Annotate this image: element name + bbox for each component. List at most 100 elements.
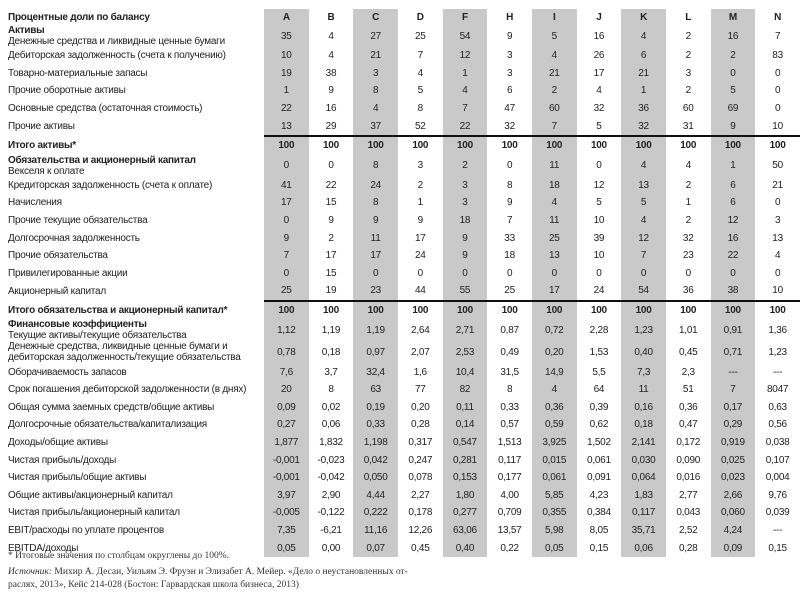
cell-f: 55: [442, 282, 488, 301]
cell-h: 6: [506, 85, 513, 97]
source-label: Источник:: [8, 567, 53, 577]
cell-b: 2,90: [321, 489, 341, 501]
cell-n: 7: [774, 30, 781, 42]
cell-k: 0,064: [621, 468, 666, 487]
cell-c: 0,042: [353, 451, 398, 469]
cell-b: 17: [325, 250, 337, 262]
row-label: Прочие текущие обязательства: [8, 215, 148, 227]
row-label: Общие активы/акционерный капитал: [8, 489, 173, 501]
cell-k: 0,18: [621, 416, 666, 434]
cell-l: 3: [685, 67, 692, 79]
cell-m: 2: [710, 47, 756, 65]
cell-h: 8: [506, 179, 513, 191]
cell-m: 6: [710, 176, 756, 195]
cell-i: 17: [531, 282, 577, 301]
cell-d: 100: [397, 299, 443, 320]
cell-f: 0,277: [442, 504, 488, 522]
cell-b: 3,7: [324, 366, 338, 378]
column-header-b: B: [327, 11, 335, 23]
table-row: Товарно-материальные запасы 19 38 3 4 1 3 21 17 2…: [0, 64, 800, 83]
cell-a: 1,877: [263, 433, 309, 452]
cell-j: 8,05: [589, 524, 609, 536]
cell-c: 0,19: [353, 398, 398, 417]
cell-i: 0,72: [531, 319, 577, 342]
table-row: Дебиторская задолженность (счета к получ…: [0, 47, 800, 65]
cell-h: 7: [506, 215, 513, 227]
column-header-h: H: [506, 11, 514, 23]
cell-j: 39: [593, 232, 605, 244]
cell-j: 4,23: [589, 489, 609, 501]
cell-a: 0: [263, 264, 309, 283]
cell-c: 23: [353, 282, 398, 301]
cell-f: 100: [442, 299, 488, 320]
cell-b: 8: [328, 384, 334, 396]
row-label: Прочие активы: [8, 121, 75, 133]
cell-l: 4: [685, 160, 692, 172]
cell-a: 35: [263, 25, 309, 47]
cell-b: -0,122: [317, 507, 345, 519]
cell-n: 13: [772, 232, 783, 244]
cell-i: 100: [531, 134, 577, 155]
cell-i: 5,98: [531, 521, 577, 540]
cell-h: 0: [506, 160, 513, 172]
cell-i: 25: [531, 229, 577, 247]
cell-f: 100: [442, 134, 488, 155]
cell-c: 0: [353, 264, 398, 283]
cell-k: 0,030: [621, 451, 666, 469]
cell-c: 4,44: [353, 486, 398, 505]
cell-j: 26: [593, 50, 605, 62]
cell-n: 0,63: [768, 401, 787, 413]
cell-h: 9: [506, 197, 513, 209]
cell-i: 5: [531, 25, 577, 47]
cell-k: 0: [621, 264, 666, 283]
row-label-text: Денежные средства, ликвидные ценные бума…: [8, 341, 228, 353]
row-label: Обязательства и акционерный капитал Вексе…: [0, 155, 264, 177]
cell-h: 32: [504, 120, 515, 132]
cell-b: 4: [328, 30, 334, 42]
cell-j: 0: [596, 267, 602, 279]
row-label: Долгосрочные обязательства/капитализация: [8, 419, 207, 431]
cell-c: 3: [353, 64, 398, 83]
cell-j: 4: [596, 85, 602, 97]
cell-m: 0,025: [710, 451, 756, 469]
cell-n: 3: [774, 215, 781, 227]
row-label: Чистая прибыль/доходы: [8, 454, 117, 466]
cell-b: 1,19: [321, 324, 341, 336]
cell-f: 63,06: [442, 521, 488, 540]
total-row: Итого обязательства и акционерный капита…: [0, 299, 800, 320]
cell-a: 22: [263, 99, 309, 118]
cell-n: 0: [774, 67, 781, 79]
row-label: Чистая прибыль/общие активы: [8, 472, 147, 484]
cell-c: 4: [353, 99, 398, 118]
table-row: Общая сумма заемных средств/общие активы…: [0, 398, 800, 417]
cell-k: 0,117: [621, 504, 666, 522]
cell-l: 2: [685, 215, 692, 227]
cell-k: 12: [621, 229, 666, 247]
cell-d: 52: [414, 120, 426, 132]
cell-m: 38: [710, 282, 756, 301]
table-row: EBIT/расходы по уплате процентов 7,35 -6,2…: [0, 521, 800, 540]
cell-h: 25: [504, 285, 515, 297]
cell-m: 22: [710, 246, 756, 265]
cell-c: 0,33: [353, 416, 398, 434]
cell-j: 2,28: [589, 324, 609, 336]
row-label: Доходы/общие активы: [8, 436, 108, 448]
section-heading: Активы: [8, 25, 45, 36]
cell-i: 0,355: [531, 504, 577, 522]
row-label: EBITDA/доходы: [8, 542, 79, 554]
cell-a: 7,6: [263, 363, 309, 381]
cell-c: 8: [353, 194, 398, 212]
cell-c: 24: [353, 176, 398, 195]
cell-i: 4: [531, 194, 577, 212]
cell-l: 60: [682, 103, 694, 115]
cell-l: 0,172: [676, 436, 701, 448]
cell-l: 1,01: [678, 324, 698, 336]
row-label: Товарно-материальные запасы: [8, 67, 148, 79]
cell-f: 3: [442, 176, 488, 195]
cell-d: 0,317: [408, 436, 433, 448]
cell-c: 1,19: [353, 319, 398, 342]
cell-m: 69: [710, 99, 756, 118]
cell-l: 0,043: [676, 507, 701, 519]
cell-k: 35,71: [621, 521, 666, 540]
cell-c: 27: [353, 25, 398, 47]
